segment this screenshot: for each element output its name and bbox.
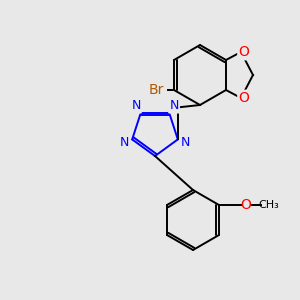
Text: O: O (238, 45, 249, 59)
Text: O: O (241, 198, 251, 212)
Text: N: N (169, 99, 179, 112)
Text: CH₃: CH₃ (259, 200, 279, 210)
Text: N: N (131, 99, 141, 112)
Text: O: O (238, 91, 249, 105)
Text: Br: Br (148, 83, 164, 97)
Text: N: N (181, 136, 190, 148)
Text: N: N (119, 136, 129, 148)
